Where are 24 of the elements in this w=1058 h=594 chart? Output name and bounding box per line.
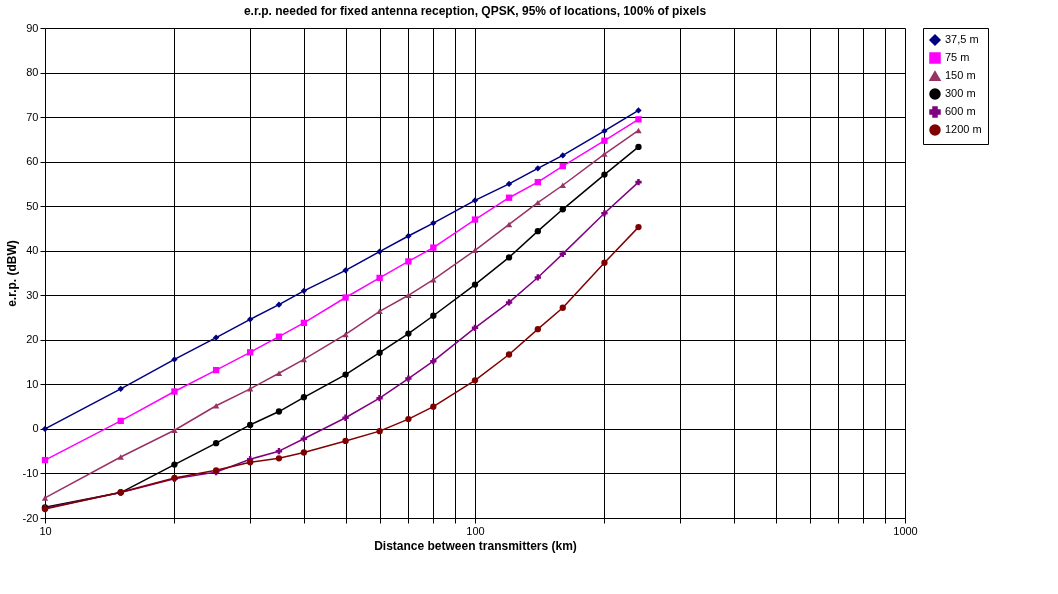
- y-tick-label: 30: [26, 288, 39, 301]
- y-tick-label: 60: [26, 155, 39, 168]
- y-axis-title: e.r.p. (dBW): [4, 240, 19, 307]
- y-tick-label: 80: [26, 66, 39, 79]
- y-tick-label: 70: [26, 110, 39, 123]
- y-tick-label: 40: [26, 244, 39, 257]
- chart-title: e.r.p. needed for fixed antenna reception, QPSK, 95% of locations, 100% of pixels: [243, 4, 707, 18]
- y-tick-label: 50: [26, 199, 39, 212]
- legend-label: 1200 m: [945, 123, 982, 135]
- legend-label: 37,5 m: [945, 33, 979, 45]
- x-tick-label: 10: [39, 524, 52, 537]
- y-tick-label: 0: [32, 422, 39, 435]
- x-axis-title: Distance between transmitters (km): [374, 538, 577, 553]
- x-tick-label: 1000: [893, 524, 918, 537]
- y-tick-label: -10: [22, 466, 39, 479]
- y-tick-label: -20: [22, 511, 39, 524]
- y-tick-label: 10: [26, 377, 39, 390]
- legend-label: 150 m: [945, 69, 976, 81]
- x-tick-label: 100: [466, 524, 485, 537]
- legend-label: 300 m: [945, 87, 976, 99]
- legend-label: 600 m: [945, 105, 976, 117]
- legend-label: 75 m: [945, 51, 970, 63]
- y-tick-label: 20: [26, 333, 39, 346]
- y-tick-label: 90: [26, 21, 39, 34]
